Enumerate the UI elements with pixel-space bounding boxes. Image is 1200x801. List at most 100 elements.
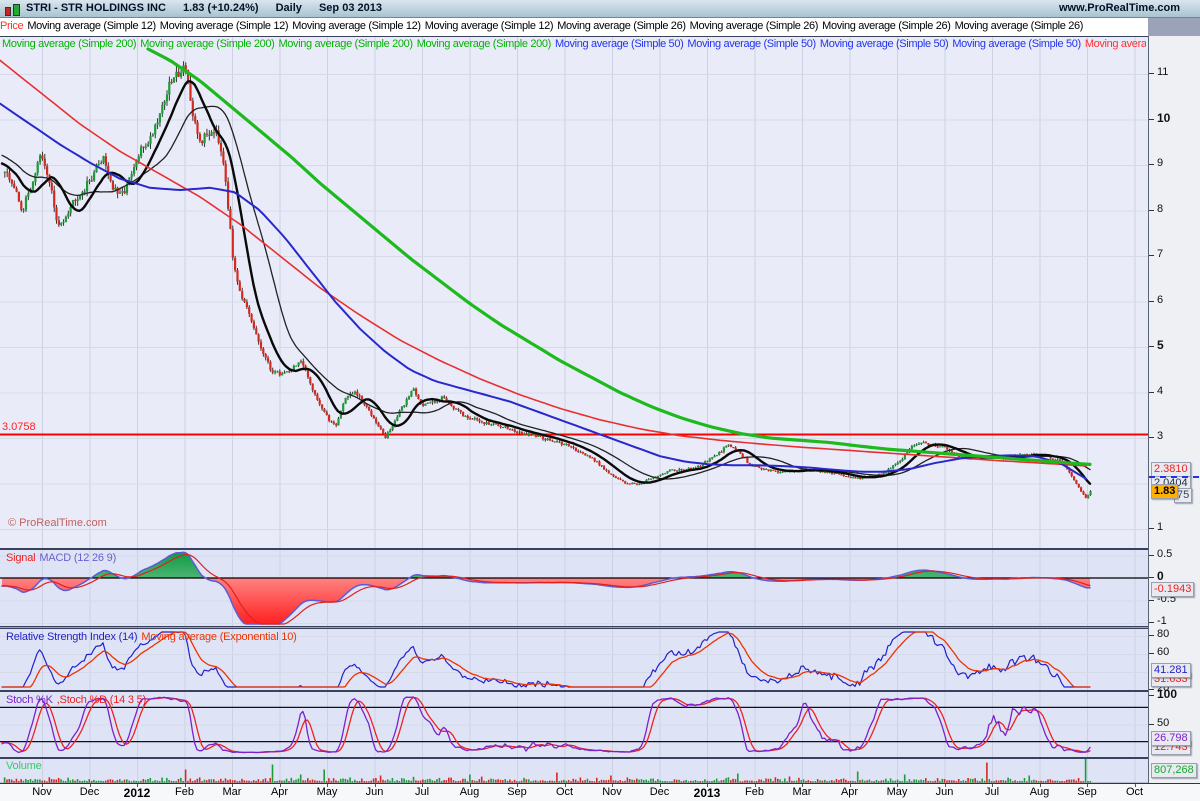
month-label: 2012 [123, 786, 151, 800]
legend-item: Moving average (Simple 200) [416, 38, 552, 50]
legend-item: Moving average (Simple 200) [140, 38, 275, 50]
month-tickmark [327, 784, 328, 787]
stoch-tickmark [1149, 723, 1154, 725]
macd-label: Signal MACD (12 26 9) [6, 552, 120, 564]
timeframe: Daily [275, 2, 302, 14]
rsi-tick-label: 60 [1157, 646, 1170, 658]
month-label: Aug [1029, 786, 1050, 798]
month-tickmark [1087, 784, 1088, 787]
month-label: 2013 [693, 786, 721, 800]
stochastic-panel[interactable]: Stoch %K ,Stoch %D (14 3 5) [0, 691, 1148, 758]
rsi-tickmark [1149, 689, 1154, 690]
chart-date: Sep 03 2013 [318, 2, 382, 14]
month-tickmark [89, 784, 91, 787]
month-label: Jun [935, 786, 954, 798]
price-tick-label: 7 [1157, 248, 1164, 260]
stochastic-canvas[interactable] [0, 692, 1148, 757]
legend-item: Moving average (Simple 200) [278, 38, 413, 50]
rsi-canvas[interactable] [0, 629, 1148, 690]
volume-canvas[interactable] [0, 759, 1148, 784]
legend-item: Moving average (Simple 26) [689, 20, 819, 32]
price-tickmark [1149, 255, 1154, 256]
price-tick-label: 5 [1157, 338, 1164, 352]
price-tick-label: 1 [1157, 521, 1164, 533]
month-tickmark [517, 784, 518, 787]
legend-item: Moving average (Simple 12) [424, 20, 554, 32]
title-bar: STRI - STR HOLDINGS INC 1.83 (+10.24%) D… [0, 0, 1200, 18]
legend-item: Moving average (Simple 26) [822, 20, 951, 32]
legend-item: Moving average (Simple 50) [554, 38, 684, 50]
month-label: Mar [222, 786, 242, 798]
legend-item: Price [0, 20, 24, 32]
month-label: Nov [32, 786, 52, 798]
month-label: Mar [792, 786, 812, 798]
legend-item: Moving average (Simple 26) [557, 20, 686, 32]
macd-tickmark [1149, 599, 1154, 601]
rsi-tick-label: 80 [1157, 628, 1170, 640]
macd-tickmark [1149, 622, 1154, 623]
month-label: Dec [79, 786, 100, 798]
month-tickmark [422, 784, 423, 787]
volume-panel[interactable]: Volume [0, 758, 1148, 785]
legend-item: Moving average (Simple 50) [819, 38, 949, 50]
stoch-value-badge: 26.798 [1151, 731, 1191, 746]
macd-tick-label: 0.5 [1157, 547, 1173, 560]
stochastic-label: Stoch %K ,Stoch %D (14 3 5) [6, 694, 150, 706]
month-tickmark [802, 784, 803, 787]
volume-label: Volume [6, 760, 46, 772]
price-tick-label: 10 [1157, 110, 1171, 125]
macd-tickmark [1149, 554, 1154, 556]
price-axis-gutter: 11 10 9 8 7 6 5 4 3 1 0.5 0 -0.5 -1 80 60 20 100 50 2.3810 2… [1148, 36, 1200, 783]
last-price-badge: 1.83 [1151, 484, 1179, 499]
time-axis: Nov Dec 2012 Feb Mar Apr May Jun Jul Aug Sep Oct Nov… [0, 783, 1200, 801]
rsi-panel[interactable]: Relative Strength Index (14) Moving avera… [0, 628, 1148, 691]
month-label: Apr [840, 786, 859, 798]
price-tick-label: 11 [1157, 66, 1169, 78]
macd-tickmark [1149, 577, 1154, 578]
macd-label-part: Signal [6, 552, 36, 564]
month-label: Jul [414, 786, 430, 798]
price-level-badge: 2.3810 [1151, 462, 1191, 477]
month-tickmark [374, 784, 376, 787]
rsi-label: Relative Strength Index (14) Moving avera… [6, 631, 301, 643]
price-tick-label: 9 [1157, 157, 1164, 169]
symbol-title: STRI - STR HOLDINGS INC [26, 2, 166, 14]
month-tickmark [992, 784, 993, 787]
macd-canvas[interactable] [0, 550, 1148, 626]
month-label: May [316, 786, 338, 798]
legend-item: Moving average (Simple 26) [954, 20, 1084, 32]
month-tickmark [944, 784, 946, 787]
last-quote: 1.83 (+10.24%) [183, 2, 259, 14]
month-label: Feb [745, 786, 764, 798]
price-panel[interactable] [0, 36, 1148, 549]
macd-tick-label: -0.5 [1157, 592, 1176, 605]
horizontal-line-label: 3.0758 [2, 421, 36, 433]
volume-value-badge: 807,268 [1151, 763, 1197, 778]
legend-item: Moving average (Simple 12) [292, 20, 421, 32]
month-label: Jul [984, 786, 1000, 798]
stoch-label-part: ,Stoch %D (14 3 5) [56, 694, 147, 706]
month-tickmark [754, 784, 756, 787]
indicator-legend-row-1: Price Moving average (Simple 12) Moving av… [0, 18, 1148, 37]
rsi-label-part: Relative Strength Index (14) [6, 631, 138, 643]
month-label: Oct [1125, 786, 1144, 798]
price-chart-canvas[interactable] [0, 37, 1148, 548]
month-tickmark [232, 784, 233, 787]
month-label: Apr [270, 786, 289, 798]
price-tick-label: 4 [1157, 384, 1164, 397]
month-tickmark [279, 784, 281, 787]
legend-item: Moving average (Simple 12) [159, 20, 289, 32]
macd-panel[interactable]: Signal MACD (12 26 9) [0, 549, 1148, 627]
month-tickmark [564, 784, 566, 787]
volume-label-text: Volume [6, 760, 42, 772]
macd-label-part: MACD (12 26 9) [39, 552, 117, 564]
month-tickmark [1039, 784, 1041, 787]
macd-value-badge: -0.1943 [1151, 582, 1195, 597]
month-tickmark [707, 784, 708, 787]
macd-tick-label: 0 [1157, 569, 1164, 583]
ma50-level-dash [1149, 476, 1199, 478]
price-tickmark [1149, 391, 1154, 393]
rsi-tick-label: 20 [1157, 682, 1170, 694]
stoch-label-part: Stoch %K [6, 694, 53, 706]
